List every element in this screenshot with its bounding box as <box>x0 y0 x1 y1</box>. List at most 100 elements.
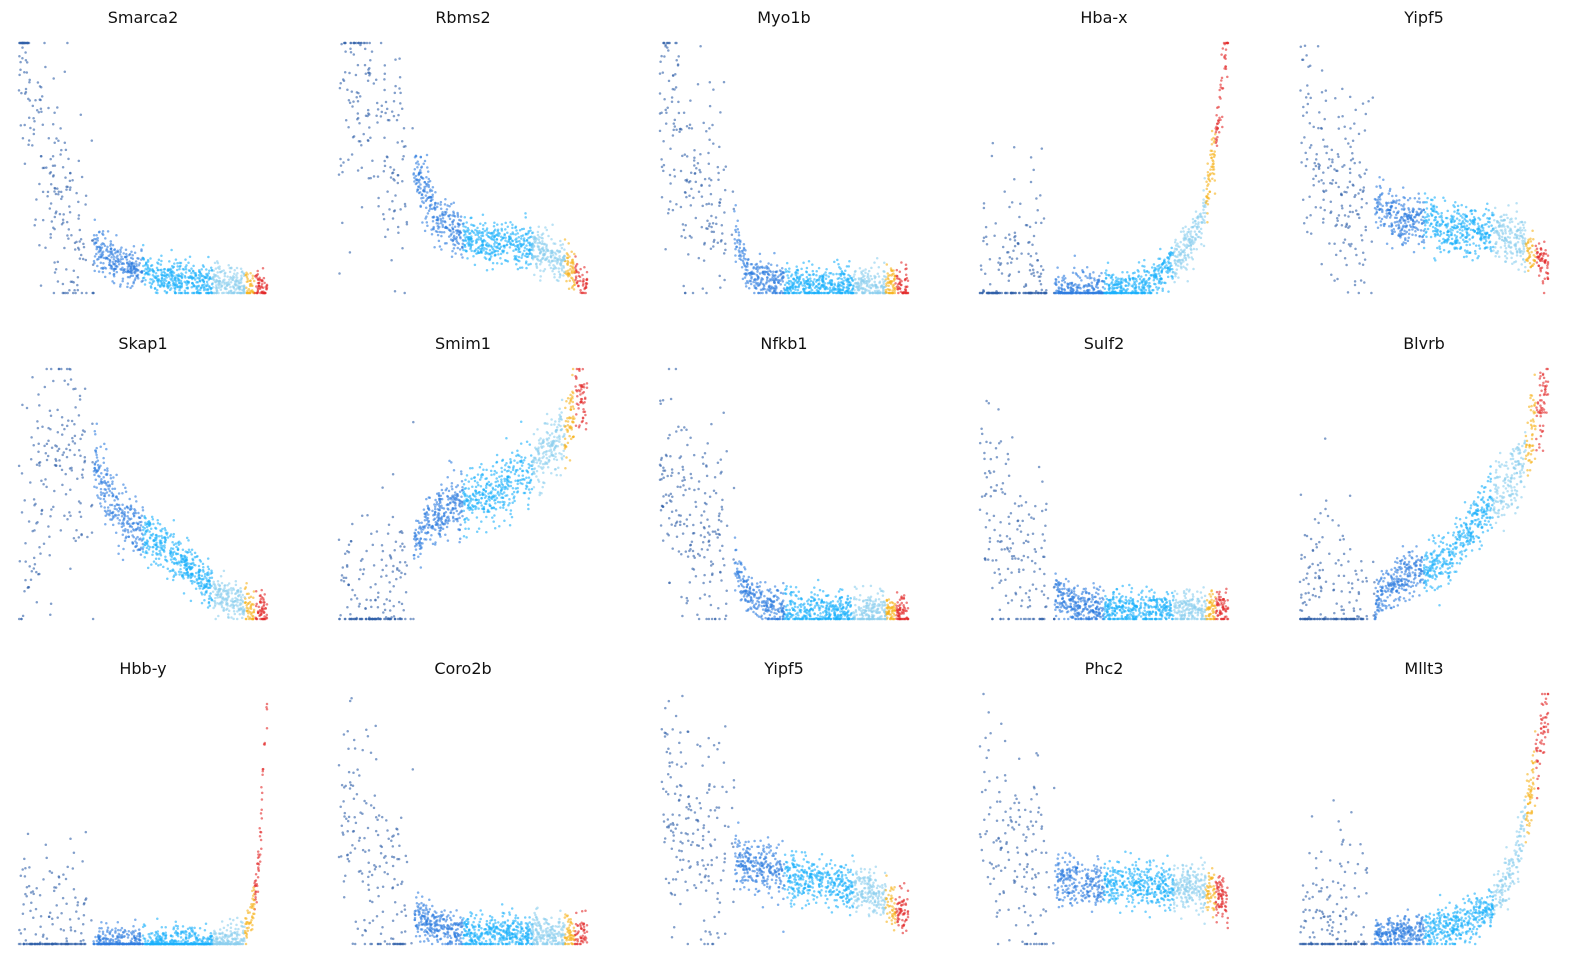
scatter-point <box>557 267 561 270</box>
scatter-point <box>671 208 675 212</box>
scatter-point <box>1158 263 1161 267</box>
scatter-point <box>401 247 404 250</box>
scatter-point <box>1080 279 1083 282</box>
scatter-point <box>453 243 457 247</box>
scatter-point <box>570 271 573 274</box>
scatter-point <box>1393 221 1397 224</box>
scatter-point <box>1034 221 1038 225</box>
scatter-point <box>841 282 845 285</box>
scatter-point <box>1173 261 1177 265</box>
scatter-point <box>1453 234 1457 237</box>
scatter-point <box>701 204 704 208</box>
scatter-point <box>1402 205 1405 208</box>
scatter-point <box>1096 286 1100 290</box>
scatter-point <box>565 256 569 259</box>
scatter-point <box>685 195 688 199</box>
scatter-point <box>1491 245 1495 249</box>
scatter-point <box>1028 268 1032 272</box>
scatter-point <box>160 277 164 280</box>
scatter-point <box>59 190 63 194</box>
scatter-point <box>498 247 501 250</box>
scatter-point <box>423 180 427 184</box>
scatter-point <box>1309 96 1312 100</box>
scatter-point <box>522 242 525 246</box>
scatter-point <box>1145 269 1149 273</box>
scatter-point <box>1137 274 1141 277</box>
scatter-point <box>794 278 798 282</box>
scatter-point <box>869 274 872 278</box>
scatter-point <box>1004 236 1007 240</box>
scatter-point <box>356 112 360 115</box>
scatter-point <box>555 249 559 252</box>
scatter-point <box>459 231 462 234</box>
scatter-point <box>712 245 715 248</box>
scatter-point <box>431 207 434 211</box>
scatter-point <box>149 285 153 288</box>
scatter-point <box>1155 267 1158 271</box>
scatter-point <box>227 291 231 295</box>
scatter-point <box>746 268 749 272</box>
scatter-point <box>1370 240 1374 243</box>
scatter-point <box>125 258 129 261</box>
scatter-point <box>801 284 804 287</box>
scatter-point <box>549 254 553 257</box>
scatter-point <box>542 253 546 257</box>
scatter-point <box>1090 286 1094 289</box>
scatter-point <box>1457 212 1461 216</box>
scatter-point <box>146 268 149 271</box>
scatter-point <box>571 265 574 268</box>
scatter-point <box>454 252 457 255</box>
scatter-point <box>511 223 514 226</box>
scatter-point <box>358 122 361 125</box>
scatter-point <box>1361 251 1365 254</box>
scatter-point <box>121 257 124 261</box>
scatter-point <box>1413 197 1417 200</box>
scatter-point <box>998 256 1001 260</box>
scatter-point <box>1157 272 1161 275</box>
scatter-point <box>671 134 675 137</box>
scatter-point <box>170 269 173 272</box>
scatter-point <box>443 210 447 214</box>
scatter-point <box>388 208 391 211</box>
scatter-point <box>1333 279 1336 282</box>
scatter-point <box>129 262 133 265</box>
scatter-point <box>1100 271 1103 275</box>
scatter-point <box>1191 217 1195 221</box>
scatter-point <box>1179 265 1183 268</box>
scatter-point <box>49 232 52 236</box>
scatter-point <box>1155 291 1159 295</box>
scatter-point <box>1204 205 1207 209</box>
scatter-point <box>741 259 745 263</box>
scatter-point <box>521 234 525 237</box>
scatter-point <box>561 243 565 246</box>
scatter-point <box>1403 196 1406 200</box>
scatter-point <box>573 252 576 256</box>
scatter-point <box>511 226 514 230</box>
scatter-point <box>174 276 177 279</box>
scatter-point <box>538 241 541 244</box>
scatter-point <box>1179 240 1182 244</box>
scatter-point <box>1010 201 1014 204</box>
scatter-point <box>1337 127 1341 130</box>
scatter-point <box>401 179 404 183</box>
scatter-point <box>1382 222 1386 226</box>
scatter-point <box>870 277 874 281</box>
scatter-point <box>583 266 586 269</box>
scatter-point <box>1178 258 1182 262</box>
scatter-point <box>562 257 566 260</box>
scatter-point <box>723 188 727 192</box>
scatter-point <box>550 237 553 241</box>
scatter-point <box>699 152 702 156</box>
scatter-point <box>497 253 500 256</box>
scatter-point <box>1312 183 1315 187</box>
scatter-point <box>154 291 158 294</box>
scatter-point <box>499 256 502 260</box>
scatter-point <box>337 173 341 176</box>
scatter-point <box>582 277 585 281</box>
scatter-point <box>77 200 80 204</box>
scatter-point <box>488 249 492 252</box>
scatter-point <box>825 274 828 277</box>
scatter-point <box>1143 283 1147 287</box>
scatter-point <box>426 191 429 194</box>
